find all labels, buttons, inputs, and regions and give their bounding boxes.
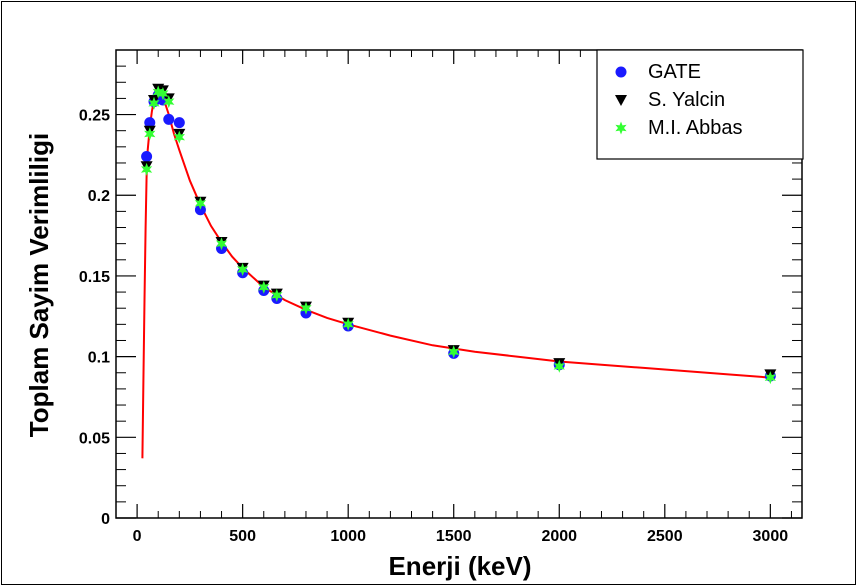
y-tick-label: 0 <box>101 511 110 528</box>
data-point-star <box>141 162 153 176</box>
data-point-circle <box>173 117 185 129</box>
data-point-star <box>163 95 175 109</box>
x-tick-label: 2000 <box>541 528 577 545</box>
data-point-star <box>215 237 228 251</box>
legend-entry-label: M.I. Abbas <box>648 117 743 139</box>
x-tick-label: 2500 <box>647 528 683 545</box>
legend-marker-circle <box>615 66 627 78</box>
data-point-star <box>194 196 207 210</box>
data-point-circle <box>194 204 206 216</box>
x-tick-label: 0 <box>133 528 142 545</box>
data-point-star <box>157 87 169 101</box>
data-point-star <box>300 301 312 315</box>
legend-entry-label: S. Yalcin <box>648 89 725 111</box>
legend-entry-label: GATE <box>648 61 701 83</box>
data-point-star <box>271 288 283 302</box>
data-point-star <box>258 280 270 294</box>
data-point-star <box>144 127 156 141</box>
y-tick-label: 0.05 <box>79 430 110 447</box>
legend: GATE S. Yalcin M.I. Abbas <box>596 49 804 160</box>
data-point-circle <box>141 151 153 163</box>
y-axis-label: Toplam Sayim Verimliligi <box>24 133 54 437</box>
y-tick-label: 0.15 <box>79 269 110 286</box>
legend-marker-triangle-down <box>615 95 627 106</box>
legend-marker-star <box>615 121 627 135</box>
y-tick-label: 0.1 <box>88 350 110 367</box>
data-point-star <box>553 359 565 373</box>
data-point-star <box>148 96 160 110</box>
data-point-star <box>152 85 164 99</box>
axes-layer <box>115 49 803 519</box>
data-point-circle <box>163 113 175 125</box>
x-tick-label: 3000 <box>753 528 789 545</box>
data-point-star <box>342 317 354 331</box>
y-tick-label: 0.2 <box>88 188 110 205</box>
ticks-layer: 0 500 1000 1500 2000 2500 3000 0 0.05 0.1 0.15 0.2 0… <box>79 49 802 545</box>
y-tick-label: 0.25 <box>79 108 110 125</box>
data-points-layer <box>140 83 777 385</box>
data-point-circle <box>144 117 156 129</box>
x-tick-label: 500 <box>229 528 256 545</box>
data-point-star <box>764 371 776 385</box>
data-point-star <box>173 130 185 144</box>
x-tick-label: 1000 <box>330 528 366 545</box>
data-point-star <box>237 263 249 276</box>
x-tick-label: 1500 <box>436 528 472 545</box>
legend-box <box>596 49 804 160</box>
x-axis-label: Enerji (keV) <box>388 551 531 581</box>
data-point-star <box>448 345 460 359</box>
plot-area-frame <box>115 49 803 519</box>
